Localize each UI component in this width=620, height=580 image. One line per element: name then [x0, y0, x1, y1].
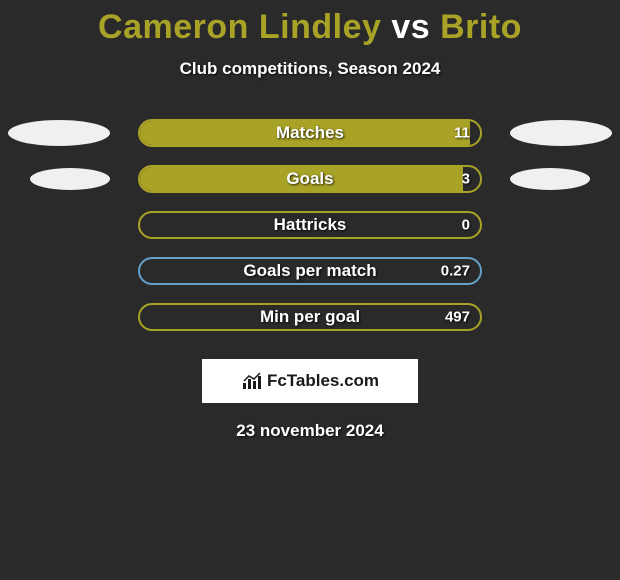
stat-row: Goals 3 — [0, 165, 620, 193]
stat-value: 3 — [462, 171, 470, 188]
stat-row: Matches 11 — [0, 119, 620, 147]
stat-label: Hattricks — [140, 215, 480, 235]
title-player1: Cameron Lindley — [98, 8, 381, 46]
stat-label: Min per goal — [140, 307, 480, 327]
stat-bar: Min per goal 497 — [138, 303, 482, 331]
stat-value: 0.27 — [441, 263, 470, 280]
stat-value: 11 — [454, 125, 470, 142]
stat-label: Matches — [140, 123, 480, 143]
title-vs: vs — [391, 8, 430, 46]
left-bubble — [8, 120, 110, 146]
stat-rows: Matches 11 Goals 3 Hattricks 0 — [0, 119, 620, 331]
page-title: Cameron Lindley vs Brito — [0, 8, 620, 47]
right-bubble — [510, 120, 612, 146]
logo-text: FcTables.com — [267, 371, 379, 391]
stat-bar: Goals per match 0.27 — [138, 257, 482, 285]
stat-value: 0 — [462, 217, 470, 234]
chart-icon — [241, 372, 263, 390]
stat-row: Hattricks 0 — [0, 211, 620, 239]
title-player2: Brito — [440, 8, 522, 46]
stat-bar: Matches 11 — [138, 119, 482, 147]
subtitle: Club competitions, Season 2024 — [0, 59, 620, 79]
stat-row: Goals per match 0.27 — [0, 257, 620, 285]
infographic-container: Cameron Lindley vs Brito Club competitio… — [0, 0, 620, 441]
stat-row: Min per goal 497 — [0, 303, 620, 331]
right-bubble — [510, 168, 590, 190]
left-bubble — [30, 168, 110, 190]
date-text: 23 november 2024 — [0, 421, 620, 441]
stat-bar: Goals 3 — [138, 165, 482, 193]
stat-bar: Hattricks 0 — [138, 211, 482, 239]
stat-label: Goals — [140, 169, 480, 189]
logo-box: FcTables.com — [202, 359, 418, 403]
stat-label: Goals per match — [140, 261, 480, 281]
stat-value: 497 — [445, 309, 470, 326]
